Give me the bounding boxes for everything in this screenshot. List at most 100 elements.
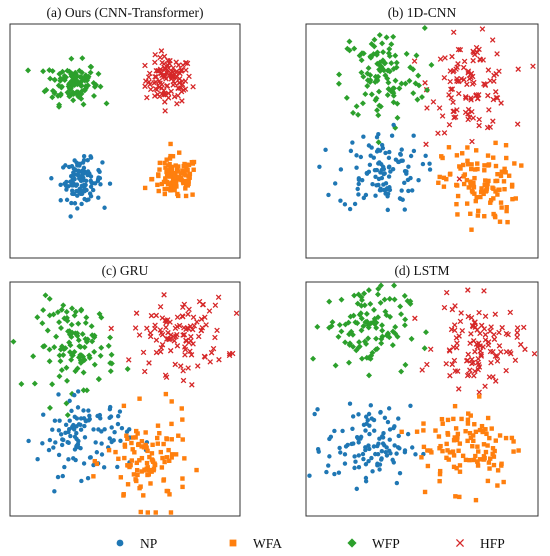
point-np [324,469,329,475]
point-wfa [184,168,189,173]
point-hfp [451,67,457,74]
point-np [394,451,399,456]
point-hfp [187,323,194,330]
point-hfp [530,63,536,69]
point-hfp [469,356,475,363]
point-np [387,437,392,442]
point-wfa [180,417,185,422]
point-wfp [314,323,321,330]
point-hfp [177,363,184,369]
point-np [338,450,343,455]
point-wfp [360,323,367,330]
point-wfa [499,169,505,174]
point-wfp [364,70,371,77]
point-np [348,148,354,154]
point-np [387,164,392,169]
point-wfa [164,436,170,442]
point-wfp [423,329,429,336]
point-wfa [491,462,497,468]
point-np [72,201,78,206]
point-np [402,207,407,212]
point-np [386,406,392,411]
point-wfp [358,302,365,309]
panel-title: (a) Ours (CNN-Transformer) [47,5,204,20]
point-wfp [59,343,66,350]
point-np [58,182,63,188]
point-wfa [491,454,497,459]
point-hfp [133,310,140,316]
point-wfp [347,313,354,320]
point-np [373,193,378,198]
point-hfp [491,78,497,84]
point-hfp [512,357,519,364]
point-wfp [373,324,380,331]
point-np [392,443,397,448]
point-wfp [79,87,86,94]
point-np [391,122,396,128]
point-np [109,439,114,445]
point-wfa [438,443,443,449]
point-np [356,412,361,417]
point-wfa [169,452,175,457]
point-wfp [62,345,69,352]
point-wfp [384,330,391,337]
point-wfp [98,314,105,321]
point-wfp [40,307,47,314]
point-wfp [329,319,336,326]
point-hfp [449,306,456,313]
point-wfp [70,97,77,104]
point-hfp [168,73,175,79]
point-np [385,207,390,213]
point-wfp [403,50,410,57]
point-wfa [131,472,137,477]
point-wfp [83,338,90,345]
point-np [366,458,371,464]
point-wfa [454,201,459,207]
point-np [72,158,77,163]
point-np [35,457,40,462]
point-hfp [471,373,477,379]
point-np [342,202,348,207]
point-wfp [421,345,428,352]
point-wfa [511,449,516,454]
point-hfp [482,331,489,338]
point-hfp [178,68,185,74]
point-wfp [402,361,409,368]
point-hfp [446,122,453,128]
point-np [74,188,79,194]
point-hfp [441,130,448,136]
point-wfp [344,45,351,52]
point-np [384,445,389,450]
point-np [83,178,89,184]
point-hfp [491,336,498,343]
point-np [354,435,360,440]
point-wfp [103,100,110,107]
point-np [404,171,409,176]
point-np [371,155,376,160]
point-wfa [506,173,512,178]
point-wfp [386,295,393,302]
point-np [377,160,382,165]
point-wfp [358,69,365,76]
point-hfp [482,383,488,390]
point-wfp [61,315,68,322]
point-wfa [493,140,498,146]
point-wfp [359,297,365,304]
point-wfa [185,183,191,188]
point-wfa [461,181,467,187]
point-np [366,411,372,417]
point-wfp [77,352,84,359]
point-wfp [377,299,384,306]
point-wfa [173,178,179,183]
point-hfp [458,310,464,316]
point-hfp [186,73,192,80]
point-wfa [471,438,476,444]
point-hfp [159,341,166,348]
point-wfa [150,442,155,448]
point-wfa [490,446,496,451]
point-hfp [185,311,191,317]
point-wfa [469,162,474,167]
point-hfp [148,312,155,319]
point-hfp [446,347,453,353]
point-np [57,418,62,423]
